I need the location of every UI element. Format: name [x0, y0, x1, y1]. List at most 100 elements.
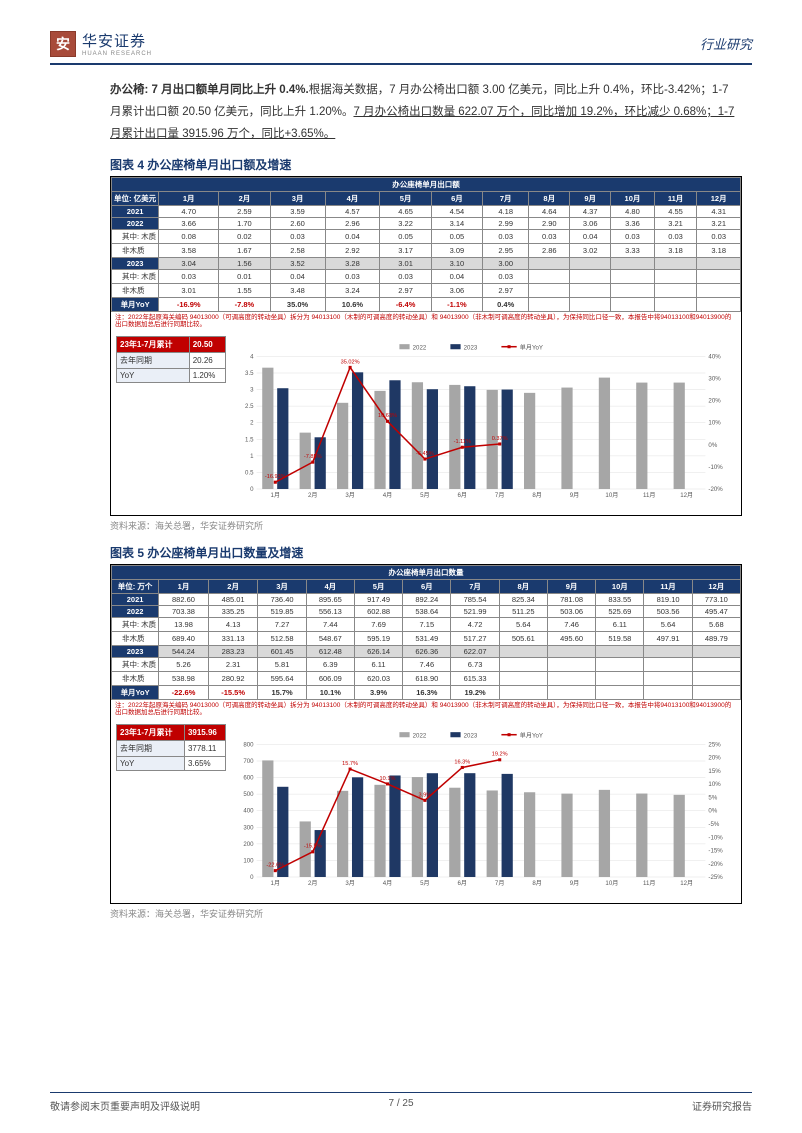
svg-text:2023: 2023: [464, 344, 478, 351]
svg-text:-16.93%: -16.93%: [265, 474, 286, 480]
svg-text:-22.6%: -22.6%: [266, 863, 284, 869]
svg-text:4: 4: [250, 354, 254, 361]
table4-summary: 23年1-7月累计20.50去年同期20.26YoY1.20%: [116, 336, 226, 509]
brand-sub: HUAAN RESEARCH: [82, 51, 152, 57]
chart4: 00.511.522.533.54-20%-10%0%10%20%30%40%1…: [226, 336, 736, 509]
doc-category: 行业研究: [700, 34, 752, 53]
svg-text:-20%: -20%: [708, 861, 723, 868]
svg-text:4月: 4月: [383, 880, 393, 887]
logo-icon: 安: [50, 31, 76, 57]
para-bold: 办公椅: 7 月出口额单月同比上升 0.4%.: [110, 84, 309, 96]
page-header: 安 华安证券 HUAAN RESEARCH 行业研究: [50, 30, 752, 65]
page-footer: 敬请参阅末页重要声明及评级说明 7 / 25 证券研究报告: [50, 1092, 752, 1113]
svg-text:2: 2: [250, 420, 254, 427]
svg-text:0%: 0%: [708, 442, 717, 449]
svg-text:10月: 10月: [605, 492, 618, 499]
svg-text:9月: 9月: [570, 492, 580, 499]
svg-text:3月: 3月: [345, 880, 355, 887]
svg-text:20%: 20%: [708, 398, 721, 405]
svg-text:10%: 10%: [708, 420, 721, 427]
table5-title: 图表 5 办公座椅单月出口数量及增速: [110, 544, 752, 561]
footer-left: 敬请参阅末页重要声明及评级说明: [50, 1098, 200, 1113]
svg-text:3: 3: [250, 387, 254, 394]
svg-text:10月: 10月: [605, 880, 618, 887]
svg-text:2022: 2022: [413, 344, 427, 351]
svg-text:100: 100: [243, 858, 254, 865]
svg-text:16.3%: 16.3%: [454, 759, 470, 765]
table4-note: 注：2022年起原海关编码 94013000（可调高度的转动坐具）拆分为 940…: [111, 312, 741, 332]
svg-text:3.9%: 3.9%: [419, 792, 432, 798]
svg-text:3月: 3月: [345, 492, 355, 499]
svg-text:2022: 2022: [413, 732, 427, 739]
svg-text:30%: 30%: [708, 376, 721, 383]
table5-block: 办公座椅单月出口数量单位: 万个1月2月3月4月5月6月7月8月9月10月11月…: [110, 564, 742, 904]
svg-text:-15%: -15%: [708, 848, 723, 855]
page-number: 7 / 25: [388, 1098, 413, 1109]
svg-text:2月: 2月: [308, 492, 318, 499]
chart5: 0100200300400500600700800-25%-20%-15%-10…: [226, 724, 736, 897]
svg-text:300: 300: [243, 824, 254, 831]
svg-text:8月: 8月: [532, 880, 542, 887]
svg-text:19.2%: 19.2%: [492, 752, 508, 758]
table5: 办公座椅单月出口数量单位: 万个1月2月3月4月5月6月7月8月9月10月11月…: [111, 565, 741, 700]
svg-text:40%: 40%: [708, 354, 721, 361]
table5-source: 资料来源：海关总署，华安证券研究所: [110, 907, 752, 920]
svg-text:6月: 6月: [458, 880, 468, 887]
svg-text:-1.11%: -1.11%: [454, 439, 471, 445]
svg-text:9月: 9月: [570, 880, 580, 887]
svg-text:-20%: -20%: [708, 486, 723, 493]
main-paragraph: 办公椅: 7 月出口额单月同比上升 0.4%.根据海关数据，7 月办公椅出口额 …: [50, 80, 752, 146]
svg-text:0: 0: [250, 486, 254, 493]
svg-text:3.5: 3.5: [245, 370, 254, 377]
svg-text:-10%: -10%: [708, 464, 723, 471]
table4-block: 办公座椅单月出口额单位: 亿美元1月2月3月4月5月6月7月8月9月10月11月…: [110, 176, 742, 516]
svg-text:1月: 1月: [271, 880, 281, 887]
svg-text:500: 500: [243, 791, 254, 798]
svg-text:7月: 7月: [495, 492, 505, 499]
svg-text:6月: 6月: [458, 492, 468, 499]
svg-text:600: 600: [243, 775, 254, 782]
svg-text:4月: 4月: [383, 492, 393, 499]
svg-text:-6.45%: -6.45%: [416, 451, 434, 457]
svg-text:10.63%: 10.63%: [378, 413, 397, 419]
svg-text:1月: 1月: [271, 492, 281, 499]
svg-text:7月: 7月: [495, 880, 505, 887]
brand-logo: 安 华安证券 HUAAN RESEARCH: [50, 30, 152, 57]
table4-title: 图表 4 办公座椅单月出口额及增速: [110, 156, 752, 173]
svg-text:10.1%: 10.1%: [380, 776, 396, 782]
svg-text:35.02%: 35.02%: [341, 359, 360, 365]
svg-text:12月: 12月: [680, 880, 693, 887]
svg-text:-5%: -5%: [708, 821, 719, 828]
svg-text:1: 1: [250, 453, 254, 460]
svg-text:0: 0: [250, 874, 254, 881]
svg-text:-25%: -25%: [708, 874, 723, 881]
svg-text:8月: 8月: [532, 492, 542, 499]
table4-source: 资料来源：海关总署，华安证券研究所: [110, 519, 752, 532]
svg-text:11月: 11月: [643, 492, 655, 499]
svg-text:15.7%: 15.7%: [342, 761, 358, 767]
svg-text:-10%: -10%: [708, 834, 723, 841]
svg-text:10%: 10%: [708, 781, 721, 788]
svg-text:700: 700: [243, 758, 254, 765]
svg-text:11月: 11月: [643, 880, 655, 887]
svg-text:0.37%: 0.37%: [492, 436, 508, 442]
table5-note: 注：2022年起原海关编码 94013000（可调高度的转动坐具）拆分为 940…: [111, 700, 741, 720]
svg-text:5月: 5月: [420, 880, 430, 887]
svg-text:单月YoY: 单月YoY: [520, 731, 543, 739]
table4: 办公座椅单月出口额单位: 亿美元1月2月3月4月5月6月7月8月9月10月11月…: [111, 177, 741, 312]
svg-text:2023: 2023: [464, 732, 478, 739]
svg-text:25%: 25%: [708, 742, 721, 749]
svg-text:单月YoY: 单月YoY: [520, 343, 543, 351]
svg-text:5%: 5%: [708, 795, 717, 802]
svg-text:1.5: 1.5: [245, 436, 254, 443]
brand-name: 华安证券: [82, 30, 152, 51]
svg-text:-15.5%: -15.5%: [304, 844, 322, 850]
svg-text:5月: 5月: [420, 492, 430, 499]
svg-text:200: 200: [243, 841, 254, 848]
svg-text:0.5: 0.5: [245, 470, 254, 477]
svg-text:0%: 0%: [708, 808, 717, 815]
svg-text:12月: 12月: [680, 492, 693, 499]
svg-text:2月: 2月: [308, 880, 318, 887]
table5-summary: 23年1-7月累计3915.96去年同期3778.11YoY3.65%: [116, 724, 226, 897]
footer-right: 证券研究报告: [692, 1098, 752, 1113]
